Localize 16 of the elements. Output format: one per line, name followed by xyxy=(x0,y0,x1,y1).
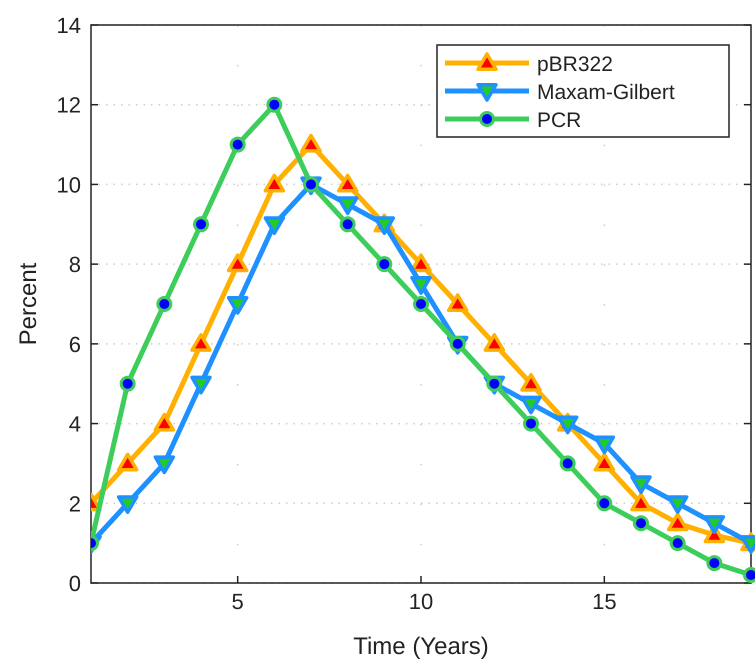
y-tick-label: 6 xyxy=(68,332,81,357)
x-tick-label: 15 xyxy=(592,589,617,614)
y-tick-label: 0 xyxy=(68,571,81,596)
y-tick-label: 8 xyxy=(68,252,81,278)
y-axis-title: Percent xyxy=(15,262,42,346)
legend-label: Maxam-Gilbert xyxy=(537,81,675,104)
legend-label: pBR322 xyxy=(537,53,613,76)
y-tick-label: 12 xyxy=(56,92,81,118)
y-tick-label: 10 xyxy=(56,172,81,198)
x-tick-label: 5 xyxy=(232,589,244,614)
y-tick-label: 4 xyxy=(68,412,81,437)
y-tick-label: 2 xyxy=(68,491,81,516)
y-tick-label: 14 xyxy=(56,13,81,38)
x-axis-title: Time (Years) xyxy=(353,633,489,660)
legend-label: PCR xyxy=(537,109,582,132)
x-tick-label: 10 xyxy=(408,589,434,614)
